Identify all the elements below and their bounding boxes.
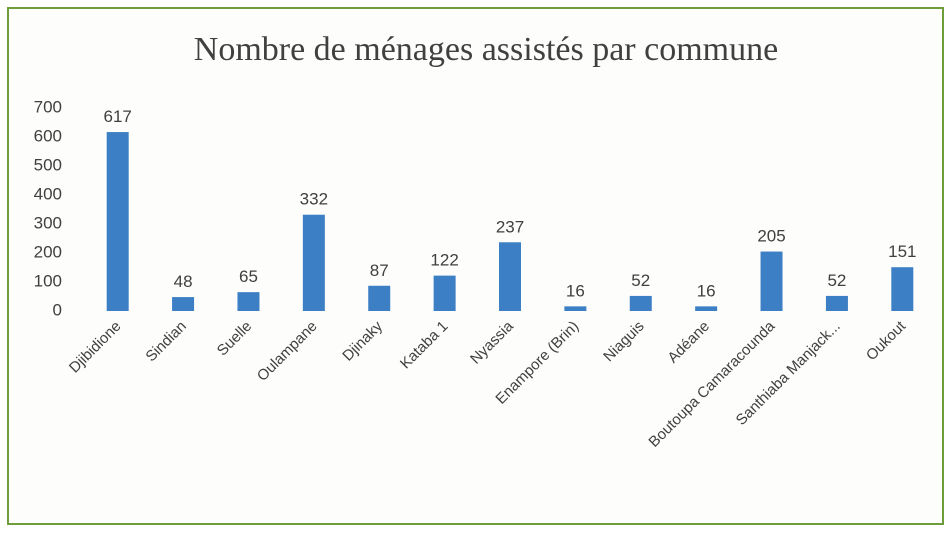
y-tick-label: 100 xyxy=(34,271,62,290)
y-tick-label: 0 xyxy=(53,300,62,319)
y-tick-label: 400 xyxy=(34,184,62,203)
bar xyxy=(499,242,521,311)
data-label: 617 xyxy=(104,107,132,126)
data-label: 65 xyxy=(239,267,258,286)
bar xyxy=(434,276,456,311)
data-label: 48 xyxy=(174,272,193,291)
y-tick-label: 300 xyxy=(34,213,62,232)
data-label: 205 xyxy=(757,227,785,246)
data-label: 151 xyxy=(888,242,916,261)
data-label: 87 xyxy=(370,261,389,280)
bar xyxy=(630,296,652,311)
bar xyxy=(564,306,586,311)
chart: Nombre de ménages assistés par commune 0… xyxy=(0,0,951,531)
data-label: 16 xyxy=(566,281,585,300)
bar xyxy=(368,286,390,311)
y-tick-label: 600 xyxy=(34,126,62,145)
bar xyxy=(891,267,913,311)
bar xyxy=(303,215,325,311)
bar xyxy=(237,292,259,311)
y-tick-label: 500 xyxy=(34,155,62,174)
data-label: 122 xyxy=(430,251,458,270)
data-label: 332 xyxy=(300,190,328,209)
bar xyxy=(761,252,783,311)
data-label: 52 xyxy=(827,271,846,290)
bar xyxy=(826,296,848,311)
bar xyxy=(695,306,717,311)
data-label: 52 xyxy=(631,271,650,290)
bar xyxy=(107,132,129,311)
data-label: 16 xyxy=(697,281,716,300)
y-tick-label: 200 xyxy=(34,242,62,261)
bar xyxy=(172,297,194,311)
chart-title: Nombre de ménages assistés par commune xyxy=(194,31,778,68)
frame xyxy=(8,8,943,524)
data-label: 237 xyxy=(496,217,524,236)
y-tick-label: 700 xyxy=(34,97,62,116)
